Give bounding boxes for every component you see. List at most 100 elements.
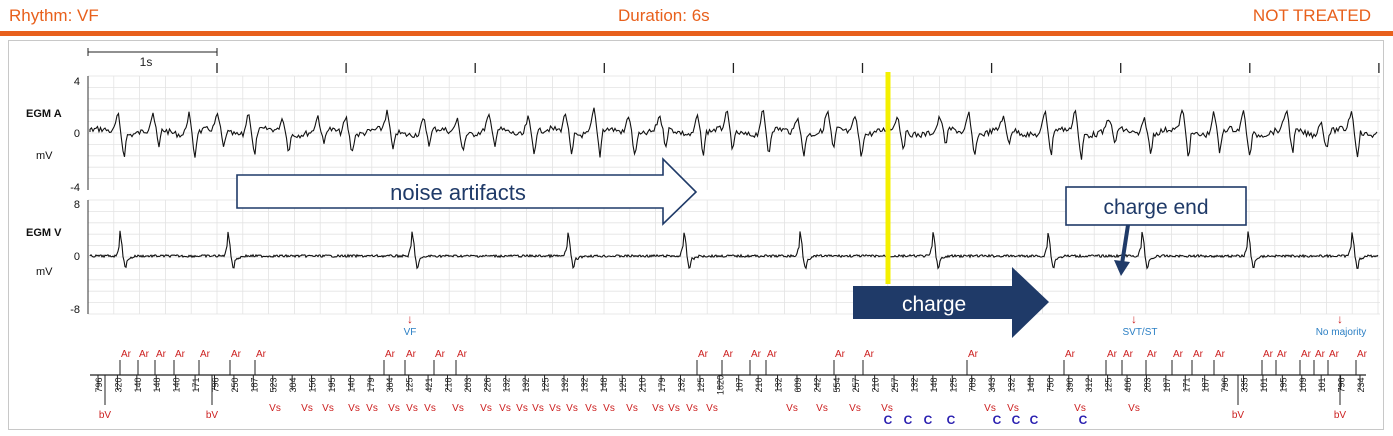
- channel-v-name: EGM V: [26, 227, 62, 239]
- marker-interval: 390: [1065, 377, 1075, 392]
- marker-ar: Ar: [968, 349, 979, 360]
- marker-ar: Ar: [156, 349, 167, 360]
- marker-interval: 125: [618, 377, 628, 392]
- marker-interval: 226: [482, 377, 492, 392]
- marker-vs: Vs: [549, 403, 561, 414]
- marker-ar: Ar: [1107, 349, 1118, 360]
- marker-interval: 132: [521, 377, 531, 392]
- marker-interval: 195: [1278, 377, 1288, 392]
- marker-ar: Ar: [231, 349, 242, 360]
- marker-interval: 148: [599, 377, 609, 392]
- marker-vs: Vs: [480, 403, 492, 414]
- marker-ar: Ar: [1123, 349, 1134, 360]
- marker-interval: 203: [1142, 377, 1152, 392]
- marker-interval: 312: [1084, 377, 1094, 392]
- marker-vs: Vs: [452, 403, 464, 414]
- channel-v-tick-bot: -8: [70, 304, 80, 316]
- second-ticks: [216, 63, 1380, 73]
- marker-vs: Vs: [706, 403, 718, 414]
- charge-end-label: charge end: [1103, 196, 1208, 219]
- marker-interval: 132: [774, 377, 784, 392]
- marker-bv: bV: [1334, 410, 1347, 421]
- marker-interval: 171: [191, 377, 201, 392]
- marker-ar: Ar: [1263, 349, 1274, 360]
- marker-interval: 406: [1123, 377, 1133, 392]
- channel-v-tick-top: 8: [74, 199, 80, 211]
- marker-vs: Vs: [881, 403, 893, 414]
- marker-ar: Ar: [200, 349, 211, 360]
- marker-interval: 187: [735, 377, 745, 392]
- egm-v-trace: [89, 230, 1379, 270]
- marker-vs: Vs: [585, 403, 597, 414]
- marker-interval: 156: [308, 377, 318, 392]
- marker-vs: Vs: [269, 403, 281, 414]
- marker-interval: 554: [832, 377, 842, 392]
- detection-svt-label: SVT/ST: [1122, 327, 1157, 338]
- marker-interval: 250: [230, 377, 240, 392]
- svg-text:↓: ↓: [1337, 312, 1343, 326]
- channel-a-unit: mV: [36, 150, 53, 162]
- marker-vs: Vs: [1074, 403, 1086, 414]
- marker-ar: Ar: [256, 349, 267, 360]
- marker-vs: Vs: [1128, 403, 1140, 414]
- marker-ar: Ar: [1147, 349, 1158, 360]
- marker-vs: Vs: [652, 403, 664, 414]
- marker-ar: Ar: [435, 349, 446, 360]
- marker-interval: 125: [1104, 377, 1114, 392]
- marker-ar: Ar: [139, 349, 150, 360]
- svg-text:↓: ↓: [407, 312, 413, 326]
- marker-ar: Ar: [385, 349, 396, 360]
- marker-interval: 304: [288, 377, 298, 392]
- marker-ar: Ar: [175, 349, 186, 360]
- marker-interval: 132: [1007, 377, 1017, 392]
- marker-vs: Vs: [499, 403, 511, 414]
- marker-interval: 148: [1026, 377, 1036, 392]
- marker-charge: C: [1012, 413, 1021, 427]
- marker-interval: 609: [793, 377, 803, 392]
- marker-charge: C: [924, 413, 933, 427]
- marker-interval: 132: [502, 377, 512, 392]
- channel-v-unit: mV: [36, 266, 53, 278]
- marker-interval: 179: [657, 377, 667, 392]
- marker-ar: Ar: [1065, 349, 1076, 360]
- marker-interval: 796: [1337, 377, 1347, 392]
- marker-interval: 242: [812, 377, 822, 392]
- noise-artifacts-arrow: noise artifacts: [236, 157, 698, 226]
- episode-header: Rhythm: VF Duration: 6s NOT TREATED: [0, 0, 1393, 36]
- marker-vs: Vs: [532, 403, 544, 414]
- marker-ar: Ar: [1315, 349, 1326, 360]
- marker-interval: 195: [327, 377, 337, 392]
- marker-interval: 125: [948, 377, 958, 392]
- marker-vs: Vs: [603, 403, 615, 414]
- marker-interval: 140: [172, 377, 182, 392]
- marker-interval: 320: [113, 377, 123, 392]
- channel-v-tick-mid: 0: [74, 251, 80, 263]
- marker-interval: 421: [424, 377, 434, 392]
- marker-interval: 171: [1181, 377, 1191, 392]
- marker-interval: 132: [560, 377, 570, 392]
- marker-interval: 750: [1045, 377, 1055, 392]
- marker-ar: Ar: [723, 349, 734, 360]
- marker-interval: 257: [851, 377, 861, 392]
- marker-interval: 187: [1162, 377, 1172, 392]
- marker-vs: Vs: [686, 403, 698, 414]
- noise-artifacts-label: noise artifacts: [390, 180, 526, 205]
- marker-interval: 101: [1259, 377, 1269, 392]
- marker-vs: Vs: [786, 403, 798, 414]
- marker-vs: Vs: [424, 403, 436, 414]
- marker-interval: 796: [210, 377, 220, 392]
- charge-end-callout: charge end: [1065, 186, 1247, 276]
- marker-interval: 343: [987, 377, 997, 392]
- marker-interval: 335: [1240, 377, 1250, 392]
- marker-ar: Ar: [121, 349, 132, 360]
- marker-interval: 210: [754, 377, 764, 392]
- duration-label: Duration: 6s: [618, 6, 710, 25]
- marker-interval: 140: [346, 377, 356, 392]
- marker-vs: Vs: [816, 403, 828, 414]
- marker-interval: 187: [1201, 377, 1211, 392]
- marker-ar: Ar: [1215, 349, 1226, 360]
- detection-no-majority: ↓ No majority: [1316, 312, 1367, 338]
- marker-ar: Ar: [767, 349, 778, 360]
- marker-interval: 109: [1298, 377, 1308, 392]
- marker-channel: Ar Ar Ar Ar Ar Ar Ar Ar Ar Ar Ar Ar Ar Ar Ar Ar Ar Ar Ar Ar…: [90, 349, 1368, 427]
